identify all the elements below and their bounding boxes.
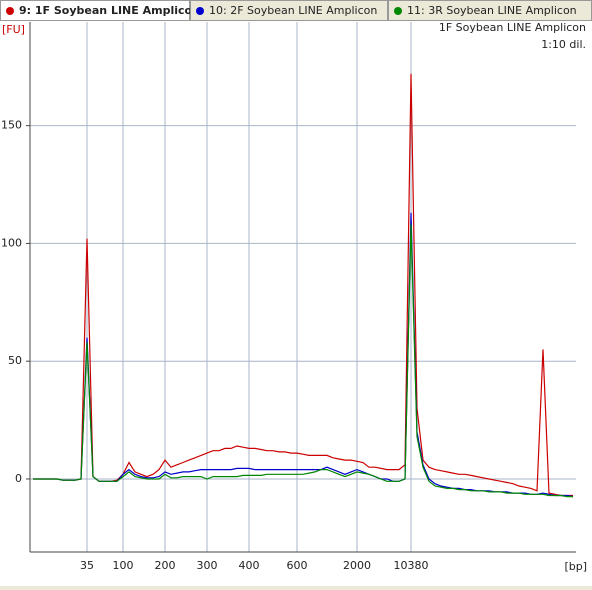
tabs: 9: 1F Soybean LINE Amplicon 10: 2F Soybea… bbox=[0, 0, 592, 21]
legend-label: 10: 2F Soybean LINE Amplicon bbox=[209, 4, 377, 17]
tab[interactable]: 10: 2F Soybean LINE Amplicon bbox=[190, 0, 388, 21]
legend-dot bbox=[6, 7, 14, 15]
tab[interactable]: 11: 3R Soybean LINE Amplicon bbox=[388, 0, 592, 21]
x-tick-label: 10380 bbox=[394, 559, 429, 572]
legend-label: 9: 1F Soybean LINE Amplicon bbox=[19, 4, 200, 17]
x-tick-label: 100 bbox=[113, 559, 134, 572]
x-tick-label: 300 bbox=[197, 559, 218, 572]
x-tick-label: 35 bbox=[80, 559, 94, 572]
tab-box bbox=[0, 0, 190, 21]
legend-dot bbox=[394, 7, 402, 15]
y-tick-label: 50 bbox=[8, 354, 22, 367]
grid: 0 50 100 150 35 100 200 300 400 600 2000 10380 bbox=[1, 22, 576, 572]
x-tick-label: 2000 bbox=[343, 559, 371, 572]
x-tick-label: 600 bbox=[287, 559, 308, 572]
y-tick-label: 100 bbox=[1, 236, 22, 249]
chart-subtitle: 1:10 dil. bbox=[541, 38, 586, 51]
tab[interactable]: 9: 1F Soybean LINE Amplicon bbox=[0, 0, 200, 21]
y-tick-label: 150 bbox=[1, 119, 22, 132]
x-tick-label: 400 bbox=[239, 559, 260, 572]
lines bbox=[33, 73, 574, 498]
legend-dot bbox=[196, 7, 204, 15]
chart-title: 1F Soybean LINE Amplicon bbox=[439, 21, 586, 34]
x-axis-label: [bp] bbox=[564, 560, 587, 573]
y-tick-label: 0 bbox=[15, 472, 22, 485]
y-axis-label: [FU] bbox=[2, 23, 25, 36]
tab-box bbox=[190, 0, 388, 21]
series-line bbox=[33, 224, 573, 498]
x-tick-label: 200 bbox=[155, 559, 176, 572]
legend-label: 11: 3R Soybean LINE Amplicon bbox=[407, 4, 577, 17]
